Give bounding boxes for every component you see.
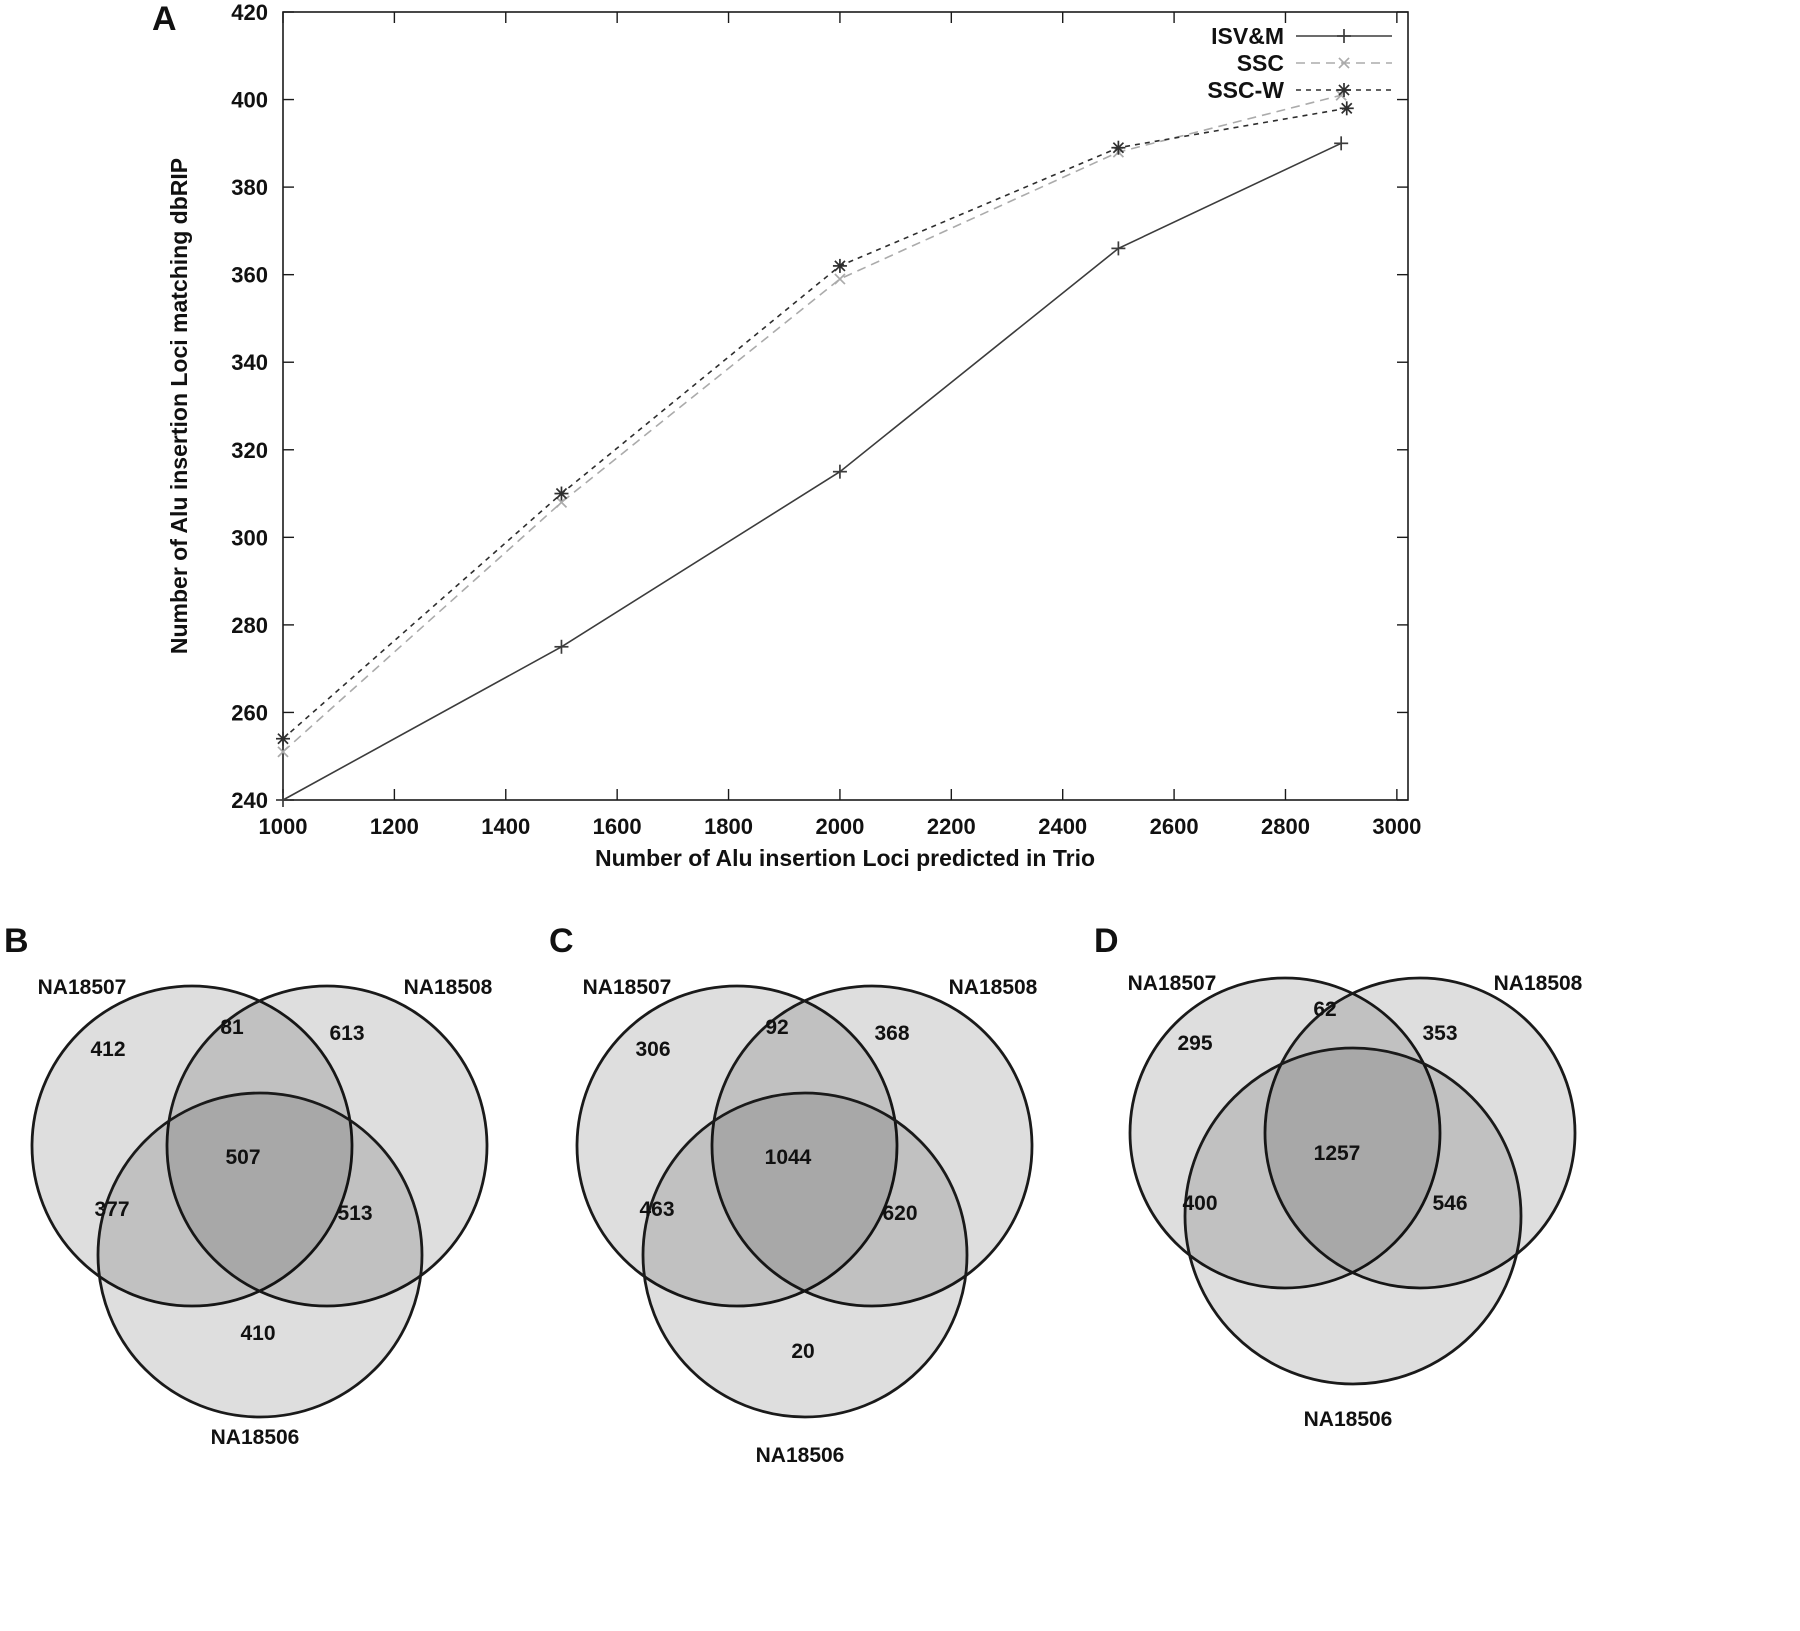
venn-c-set-label-na18506: NA18506	[756, 1444, 845, 1467]
venn-d-set-label-na18507: NA18507	[1128, 972, 1217, 995]
venn-c-set-label-na18507: NA18507	[583, 976, 672, 999]
x-tick-label: 1400	[481, 814, 530, 839]
venn-c-value-na18508-na18506: 620	[882, 1202, 917, 1225]
venn-diagram-b: NA18507 NA18508 NA18506 412 81 613 507 3…	[30, 976, 493, 1449]
x-tick-label: 1800	[704, 814, 753, 839]
venn-panel-d: D NA18507 NA18508 NA18506 295 62 353 125…	[1090, 922, 1635, 1488]
y-tick-label: 260	[231, 700, 268, 725]
x-axis-label: Number of Alu insertion Loci predicted i…	[595, 845, 1095, 871]
venn-row: B NA18507 NA18508 NA18506 412 81 613 507…	[0, 922, 1800, 1488]
x-tick-label: 2600	[1150, 814, 1199, 839]
series-line-ssc	[282, 94, 1342, 753]
venn-d-value-na18508-na18506: 546	[1432, 1192, 1467, 1215]
x-tick-label: 1600	[593, 814, 642, 839]
venn-b-circle-na18507	[30, 984, 354, 1308]
plot-area: 1000 1200 1400 1600 1800 2000 2200 2400 2600 2800…	[231, 0, 1421, 839]
venn-d-circle-na18507	[1128, 976, 1442, 1290]
y-axis-label: Number of Alu insertion Loci matching db…	[166, 158, 192, 654]
venn-d-value-center: 1257	[1314, 1142, 1361, 1165]
y-tick-label: 300	[231, 525, 268, 550]
venn-b-value-na18507-na18508: 81	[220, 1016, 244, 1039]
series-line-isv-m	[282, 142, 1342, 801]
venn-d-circle-na18508	[1263, 976, 1577, 1290]
venn-b-value-na18507-na18506: 377	[94, 1198, 129, 1221]
plot-frame	[282, 11, 1409, 801]
venn-diagram-c: NA18507 NA18508 NA18506 306 92 368 1044 …	[575, 976, 1038, 1467]
venn-c-value-na18507-only: 306	[635, 1038, 670, 1061]
venn-c-value-na18508-only: 368	[874, 1022, 909, 1045]
venn-c-set-label-na18508: NA18508	[949, 976, 1038, 999]
panel-d-label: D	[1094, 922, 1119, 960]
venn-c-circle-na18508	[710, 984, 1034, 1308]
legend-entry-isv-m: ISV&M	[1211, 23, 1392, 49]
venn-panel-b: B NA18507 NA18508 NA18506 412 81 613 507…	[0, 922, 545, 1488]
venn-d-value-na18507-na18508: 62	[1313, 998, 1336, 1021]
venn-b-set-label-na18508: NA18508	[404, 976, 493, 999]
alu-line-chart: Number of Alu insertion Loci matching db…	[166, 0, 1421, 871]
venn-c-value-center: 1044	[765, 1146, 812, 1169]
venn-b-value-na18506-only: 410	[240, 1322, 275, 1345]
x-tick-label: 1000	[259, 814, 308, 839]
x-tick-label: 2200	[927, 814, 976, 839]
y-tick-label: 240	[231, 788, 268, 813]
y-tick-label: 340	[231, 350, 268, 375]
venn-b-value-center: 507	[225, 1146, 260, 1169]
venn-d-set-label-na18508: NA18508	[1494, 972, 1583, 995]
series-ssc-w	[276, 101, 1354, 746]
venn-b-set-label-na18507: NA18507	[38, 976, 127, 999]
y-tick-label: 380	[231, 175, 268, 200]
venn-diagram-d: NA18507 NA18508 NA18506 295 62 353 1257 …	[1128, 972, 1583, 1431]
venn-c-value-na18506-only: 20	[791, 1340, 814, 1363]
x-tick-label: 1200	[370, 814, 419, 839]
venn-b-value-na18507-only: 412	[90, 1038, 125, 1061]
y-tick-label: 420	[231, 0, 268, 25]
venn-d-value-na18507-only: 295	[1177, 1032, 1212, 1055]
venn-b-circle-na18506	[96, 1091, 424, 1419]
venn-b-set-label-na18506: NA18506	[211, 1426, 300, 1449]
y-tick-label: 400	[231, 88, 268, 113]
venn-d-circle-na18506	[1183, 1046, 1523, 1386]
series-line-ssc-w	[282, 107, 1347, 740]
venn-d-value-na18507-na18506: 400	[1182, 1192, 1217, 1215]
legend-entry-ssc: SSC	[1237, 50, 1392, 76]
series-ssc	[277, 89, 1347, 758]
venn-b-value-na18508-na18506: 513	[337, 1202, 372, 1225]
venn-c-circle-na18507	[575, 984, 899, 1308]
panel-a-label: A	[152, 0, 177, 38]
x-tick-label: 2800	[1261, 814, 1310, 839]
y-tick-label: 360	[231, 263, 268, 288]
venn-c-value-na18507-na18508: 92	[765, 1016, 788, 1039]
x-tick-label: 2000	[815, 814, 864, 839]
panel-a: A Number of Alu insertion Loci matching …	[152, 0, 1421, 871]
venn-c-circle-na18506	[641, 1091, 969, 1419]
panel-b-label: B	[4, 922, 29, 960]
venn-d-set-label-na18506: NA18506	[1304, 1408, 1393, 1431]
venn-b-value-na18508-only: 613	[329, 1022, 364, 1045]
venn-panel-c: C NA18507 NA18508 NA18506 306 92 368 104…	[545, 922, 1090, 1488]
panel-c-label: C	[549, 922, 574, 960]
venn-b-circle-na18508	[165, 984, 489, 1308]
legend-label-ssc-w: SSC-W	[1207, 77, 1284, 103]
x-tick-label: 2400	[1038, 814, 1087, 839]
y-tick-label: 280	[231, 613, 268, 638]
series-isv-m	[276, 136, 1349, 807]
venn-c-value-na18507-na18506: 463	[639, 1198, 674, 1221]
y-tick-label: 320	[231, 438, 268, 463]
venn-d-value-na18508-only: 353	[1422, 1022, 1457, 1045]
x-tick-label: 3000	[1372, 814, 1421, 839]
legend-label-ssc: SSC	[1237, 50, 1284, 76]
legend-entry-ssc-w: SSC-W	[1207, 77, 1392, 103]
legend-label-isv-m: ISV&M	[1211, 23, 1284, 49]
